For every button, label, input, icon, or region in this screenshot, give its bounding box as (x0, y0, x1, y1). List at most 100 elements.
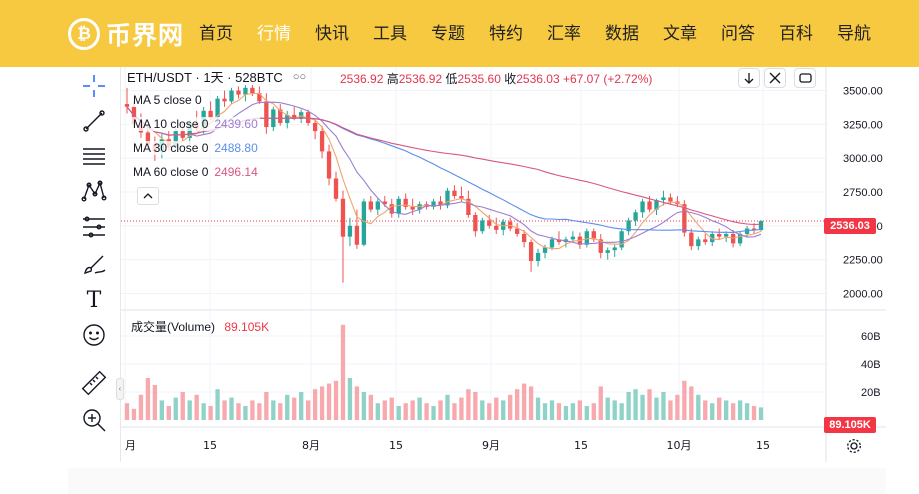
ma5-legend[interactable]: MA 5 close 0 (131, 93, 204, 107)
volume-bar (689, 386, 694, 420)
close-label: 收 (504, 72, 517, 86)
volume-bar (563, 406, 569, 420)
nav-item[interactable]: 问答 (721, 24, 755, 44)
volume-bar (368, 394, 374, 420)
candle (717, 228, 722, 240)
volume-bar (528, 386, 534, 420)
volume-bar (431, 406, 436, 420)
horizontal-lines-icon[interactable] (80, 142, 108, 170)
volume-bar (473, 392, 478, 420)
emoji-icon[interactable] (80, 321, 108, 349)
nav-item[interactable]: 专题 (431, 24, 465, 44)
arrow-down-icon (744, 73, 754, 84)
candle (473, 212, 478, 237)
candle-body (396, 198, 401, 214)
candle (570, 231, 576, 243)
fib-icon[interactable] (80, 213, 108, 241)
volume-bar (180, 392, 185, 420)
candle (494, 217, 499, 234)
candle (661, 190, 666, 206)
candle (549, 236, 555, 251)
candle-body (710, 233, 715, 243)
volume-bar (131, 408, 137, 420)
candle-body (514, 228, 520, 234)
volume-bar (166, 406, 171, 420)
crosshair-icon[interactable] (80, 72, 108, 100)
more-options-icon[interactable]: ○○ (292, 70, 307, 83)
chevron-up-icon (143, 193, 153, 199)
volume-bar (591, 403, 596, 420)
trend-line-icon[interactable] (80, 107, 108, 135)
volume-bar (661, 392, 666, 420)
candle-body (292, 114, 297, 119)
ma60-legend[interactable]: MA 60 close 0 2496.14 (131, 165, 260, 179)
candle (466, 190, 471, 218)
candle-body (403, 198, 408, 207)
site-logo[interactable]: ₿ 币界网 (68, 16, 184, 52)
collapse-legend-button[interactable] (137, 187, 159, 205)
nav-item[interactable]: 百科 (779, 24, 813, 44)
candle (264, 93, 269, 134)
nav-item[interactable]: 工具 (373, 24, 407, 44)
candle (222, 90, 227, 107)
toolbar-collapse-handle[interactable]: ‹ (116, 378, 124, 400)
nav-item[interactable]: 行情 (257, 24, 291, 44)
screenshot-button[interactable] (794, 68, 816, 88)
candle-body (542, 247, 548, 253)
price-chart[interactable]: 3500.003250.003000.002750.002500.002250.… (121, 67, 886, 462)
scroll-down-button[interactable] (738, 68, 760, 88)
nav-item[interactable]: 导航 (837, 24, 871, 44)
candle-body (668, 197, 673, 202)
ma10-legend[interactable]: MA 10 close 0 2439.60 (131, 117, 260, 131)
candle (285, 110, 290, 129)
ruler-icon[interactable] (80, 369, 108, 397)
volume-bar (654, 397, 659, 420)
nav-item[interactable]: 文章 (663, 24, 697, 44)
open-value: 2536.92 (340, 72, 384, 86)
text-icon[interactable]: T (80, 286, 108, 314)
volume-bar (737, 400, 743, 420)
candle-body (696, 239, 701, 247)
volume-tick-label: 20B (861, 387, 881, 399)
volume-bar (626, 392, 631, 420)
volume-bar (445, 394, 450, 420)
candle (347, 217, 353, 247)
candle-body (584, 231, 589, 245)
ma30-legend[interactable]: MA 30 close 0 2488.80 (131, 141, 260, 155)
candle (591, 228, 596, 243)
time-tick-label: 15 (756, 439, 770, 452)
volume-legend[interactable]: 成交量(Volume) 89.105K (131, 318, 269, 335)
candle-body (319, 131, 325, 152)
candle (696, 236, 701, 251)
volume-bar (758, 407, 764, 420)
time-tick-label: 15 (203, 439, 217, 452)
candle (319, 125, 325, 159)
chart-grid (121, 67, 886, 462)
nav-item[interactable]: 汇率 (547, 24, 581, 44)
candle-body (758, 220, 764, 231)
candle-body (528, 242, 534, 261)
brush-icon[interactable] (80, 250, 108, 278)
low-label: 低 (445, 72, 458, 86)
nav-item[interactable]: 快讯 (315, 24, 349, 44)
fullscreen-button[interactable] (764, 68, 786, 88)
nav-item[interactable]: 特约 (489, 24, 523, 44)
candle (271, 106, 276, 132)
volume-bar (459, 397, 464, 420)
nav-item[interactable]: 首页 (199, 24, 233, 44)
volume-bar (271, 400, 276, 420)
pattern-icon[interactable] (80, 177, 108, 205)
nav-item[interactable]: 数据 (605, 24, 639, 44)
volume-bar (215, 389, 220, 420)
bottom-strip (68, 468, 886, 494)
candle-body (208, 110, 213, 118)
volume-bar (633, 389, 638, 420)
candle-body (375, 201, 380, 210)
candle-body (354, 225, 360, 245)
price-tick-label: 3500.00 (843, 86, 883, 98)
volume-bar (417, 397, 422, 420)
settings-gear-icon[interactable] (846, 438, 862, 454)
candle-body (661, 197, 666, 201)
candle-body (333, 178, 339, 199)
zoom-in-icon[interactable] (80, 406, 108, 434)
